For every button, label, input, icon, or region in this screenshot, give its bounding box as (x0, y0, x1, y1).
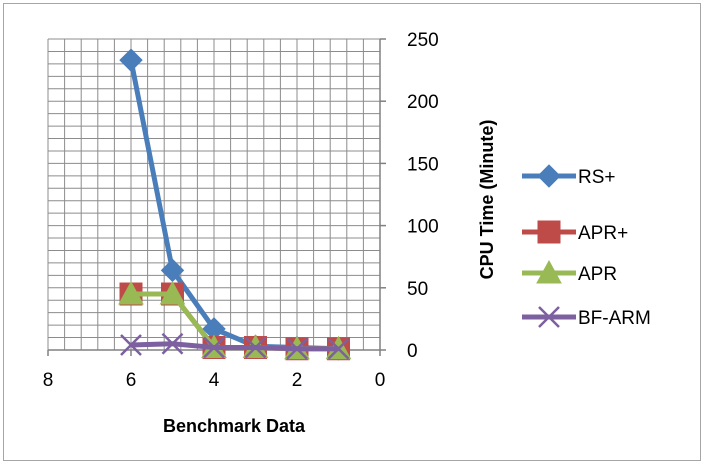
data-point (327, 337, 350, 360)
legend-label: APR (578, 264, 617, 285)
series-line (130, 341, 339, 352)
y-axis-title: CPU Time (Minute) (477, 120, 497, 280)
y-tick-label: 150 (407, 154, 439, 175)
chart-frame: 8 6 4 2 0 0 50 100 150 200 250 Benchmark Data CPU … (3, 3, 701, 461)
x-tick-label: 4 (209, 370, 220, 391)
axes (47, 38, 386, 356)
data-point (286, 337, 308, 360)
x-axis-title: Benchmark Data (163, 416, 306, 436)
legend-label: RS+ (578, 167, 616, 188)
legend-item: RS+ (522, 164, 616, 188)
y-tick-label: 250 (407, 30, 439, 51)
x-tick-label: 0 (375, 370, 386, 391)
x-tick-label: 2 (292, 370, 303, 391)
y-tick-label: 200 (407, 92, 439, 113)
data-point (120, 334, 142, 356)
y-tick-label: 100 (407, 217, 439, 238)
x-tick-label: 6 (126, 370, 137, 391)
legend-item: APR (522, 259, 617, 285)
legend: RS+ APR+ APR BF-ARM (522, 164, 651, 329)
legend-item: BF-ARM (522, 306, 651, 329)
data-point (118, 280, 144, 305)
legend-marker (536, 259, 562, 284)
y-tick-label: 0 (407, 341, 418, 362)
series-bf-arm (120, 332, 350, 360)
legend-label: APR+ (578, 223, 628, 244)
data-point (119, 48, 143, 72)
x-tick-label: 8 (43, 370, 54, 391)
grid (47, 38, 381, 351)
data-point (244, 336, 267, 359)
data-point (161, 332, 184, 355)
series-layer (118, 48, 352, 361)
y-tick-label: 50 (407, 279, 428, 300)
data-point (203, 336, 225, 359)
data-point (159, 280, 186, 305)
legend-marker (538, 306, 560, 328)
legend-marker (537, 220, 561, 244)
legend-marker (537, 164, 561, 188)
legend-item: APR+ (522, 220, 628, 244)
legend-label: BF-ARM (578, 308, 651, 329)
